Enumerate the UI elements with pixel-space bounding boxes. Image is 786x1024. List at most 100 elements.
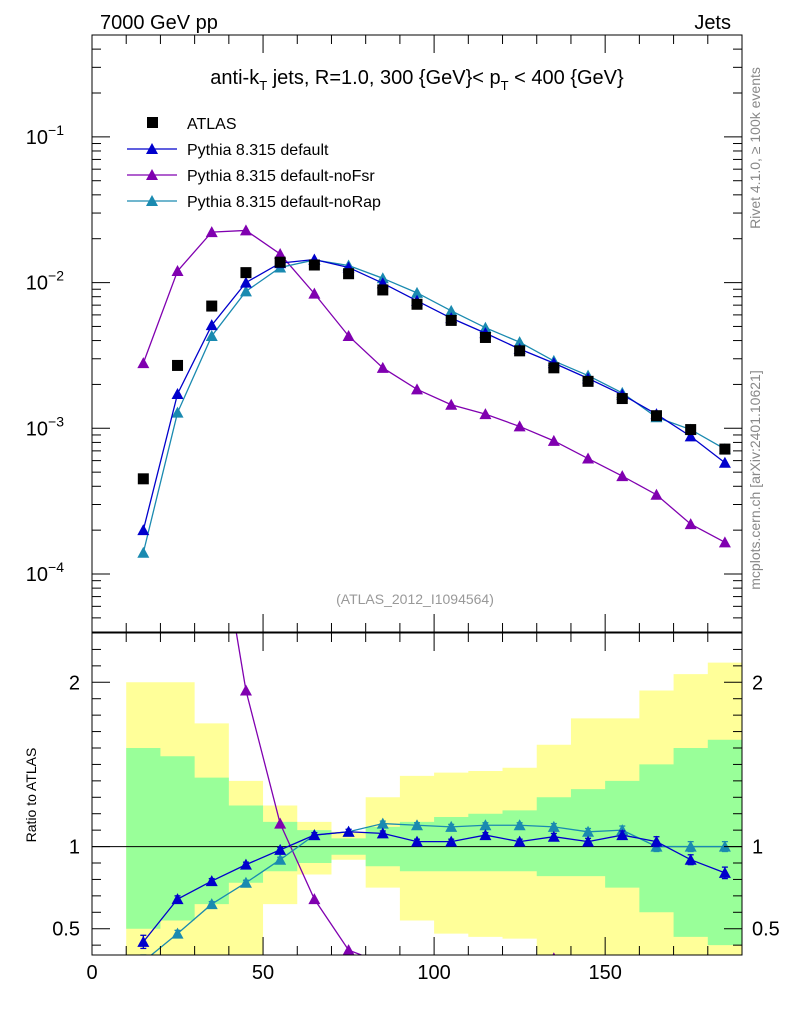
noRap-ratio-point <box>205 898 218 910</box>
default-point <box>137 524 150 536</box>
default-ratio-point <box>411 835 423 847</box>
legend-atlas-marker <box>147 117 158 128</box>
main-y-tick-label: 10−1 <box>26 122 64 149</box>
header-jets-label: Jets <box>694 12 731 34</box>
atlas-data-point <box>343 268 355 280</box>
default-ratio-point <box>308 829 321 841</box>
legend-entry-nofsr: Pythia 8.315 default-noFsr <box>127 168 375 185</box>
atlas-data-point <box>685 424 697 436</box>
ratio-y-tick-label-right: 2 <box>752 672 763 694</box>
legend-default-label: Pythia 8.315 default <box>187 142 329 159</box>
atlas-data-point <box>514 345 526 357</box>
atlas-data-point <box>445 314 457 326</box>
noFsr-point <box>308 287 321 299</box>
legend-nofsr-label: Pythia 8.315 default-noFsr <box>187 168 375 185</box>
noFsr-ratio-point <box>719 967 731 978</box>
ratio-x-tick-label: 50 <box>252 962 274 984</box>
ratio-panel-frame <box>91 632 743 956</box>
main-y-tick-exponent: −2 <box>48 268 64 284</box>
main-panel: 10−110−210−310−4 anti-kT jets, R=1.0, 30… <box>26 34 743 633</box>
noFsr-point <box>411 383 423 395</box>
main-y-tick-base: 10 <box>26 564 48 586</box>
main-panel-frame <box>91 34 743 633</box>
default-ratio-point <box>342 825 355 837</box>
noFsr-point <box>616 470 629 482</box>
noFsr-ratio-point <box>650 957 662 968</box>
ratio-x-tick-label: 150 <box>588 962 621 984</box>
noFsr-point <box>684 518 697 530</box>
noFsr-ratio-point <box>206 479 218 490</box>
ratio-uncertainty-bands <box>126 662 742 955</box>
noFsr-ratio-point <box>552 952 556 955</box>
atlas-data-point <box>650 410 662 422</box>
ratio-y-axis-label: Ratio to ATLAS <box>23 748 39 843</box>
ratio-x-tick-label: 100 <box>417 962 450 984</box>
legend-entry-default: Pythia 8.315 default <box>127 142 329 159</box>
main-y-axis: 10−110−210−310−4 <box>26 34 742 633</box>
noFsr-ratio-point <box>479 956 491 967</box>
default-ratio-point <box>547 830 560 842</box>
noRap-point <box>171 406 184 418</box>
main-y-tick-label: 10−4 <box>26 559 64 586</box>
atlas-data-point <box>411 298 423 310</box>
legend-norap-label: Pythia 8.315 default-noRap <box>187 194 381 211</box>
atlas-data-point <box>616 393 628 405</box>
legend-entry-norap: Pythia 8.315 default-noRap <box>127 194 381 211</box>
noRap-ratio-point <box>582 825 595 837</box>
default-line <box>142 258 726 531</box>
default-ratio-point <box>376 827 389 839</box>
noFsr-ratio-point <box>514 956 526 967</box>
ratio-band-yellow <box>126 662 742 955</box>
noFsr-point <box>582 452 595 464</box>
default-ratio-point <box>137 935 150 947</box>
noFsr-point <box>171 265 184 277</box>
default-ratio-point <box>274 843 287 855</box>
noFsr-ratio-point <box>274 817 287 829</box>
noRap-point <box>137 546 150 558</box>
noRap-point <box>205 329 218 341</box>
rivet-version-label: Rivet 4.1.0, ≥ 100k events <box>747 67 763 229</box>
noRap-point <box>411 286 423 298</box>
default-point <box>171 387 184 399</box>
noFsr-point <box>445 398 458 410</box>
default-ratio-point <box>718 866 731 878</box>
noRap-ratio-point <box>171 927 184 939</box>
atlas-data-point <box>582 375 594 387</box>
noRap-ratio-point <box>239 876 252 888</box>
default-point <box>205 319 218 331</box>
ratio-band-green <box>126 739 742 946</box>
default-point <box>684 430 697 442</box>
noFsr-ratio-point <box>342 944 355 955</box>
noRap-ratio-point <box>274 853 287 865</box>
noRap-point <box>445 304 458 316</box>
legend-default-marker <box>146 143 158 154</box>
ratio-series <box>137 479 731 978</box>
noRap-ratio-point <box>684 840 697 852</box>
atlas-data-point <box>719 443 731 455</box>
noFsr-point <box>274 248 287 260</box>
noFsr-point <box>650 488 663 500</box>
atlas-data-point <box>206 300 218 312</box>
atlas-data-point <box>308 259 320 271</box>
header-energy-label: 7000 GeV pp <box>100 12 218 34</box>
atlas-data-point <box>137 473 149 485</box>
noRap-ratio-line <box>150 822 725 955</box>
noRap-ratio-point <box>137 956 149 967</box>
noRap-ratio-point <box>411 819 423 831</box>
noFsr-ratio-point <box>239 684 252 696</box>
default-ratio-point <box>650 835 663 847</box>
noRap-point <box>239 285 252 297</box>
noFsr-point <box>376 361 389 373</box>
noFsr-point <box>342 329 355 341</box>
main-x-ticks <box>91 35 743 632</box>
default-ratio-point <box>582 835 595 847</box>
noFsr-point <box>718 536 731 548</box>
default-point <box>239 276 252 288</box>
atlas-data-point <box>274 256 286 268</box>
noFsr-point <box>513 420 526 432</box>
noRap-line <box>142 259 726 553</box>
ratio-panel: 0.5 0.5 1 1 2 2 0 50 100 150 Ratio to ATLAS <box>23 479 780 984</box>
legend-atlas-label: ATLAS <box>187 116 237 133</box>
noFsr-point <box>547 434 560 446</box>
